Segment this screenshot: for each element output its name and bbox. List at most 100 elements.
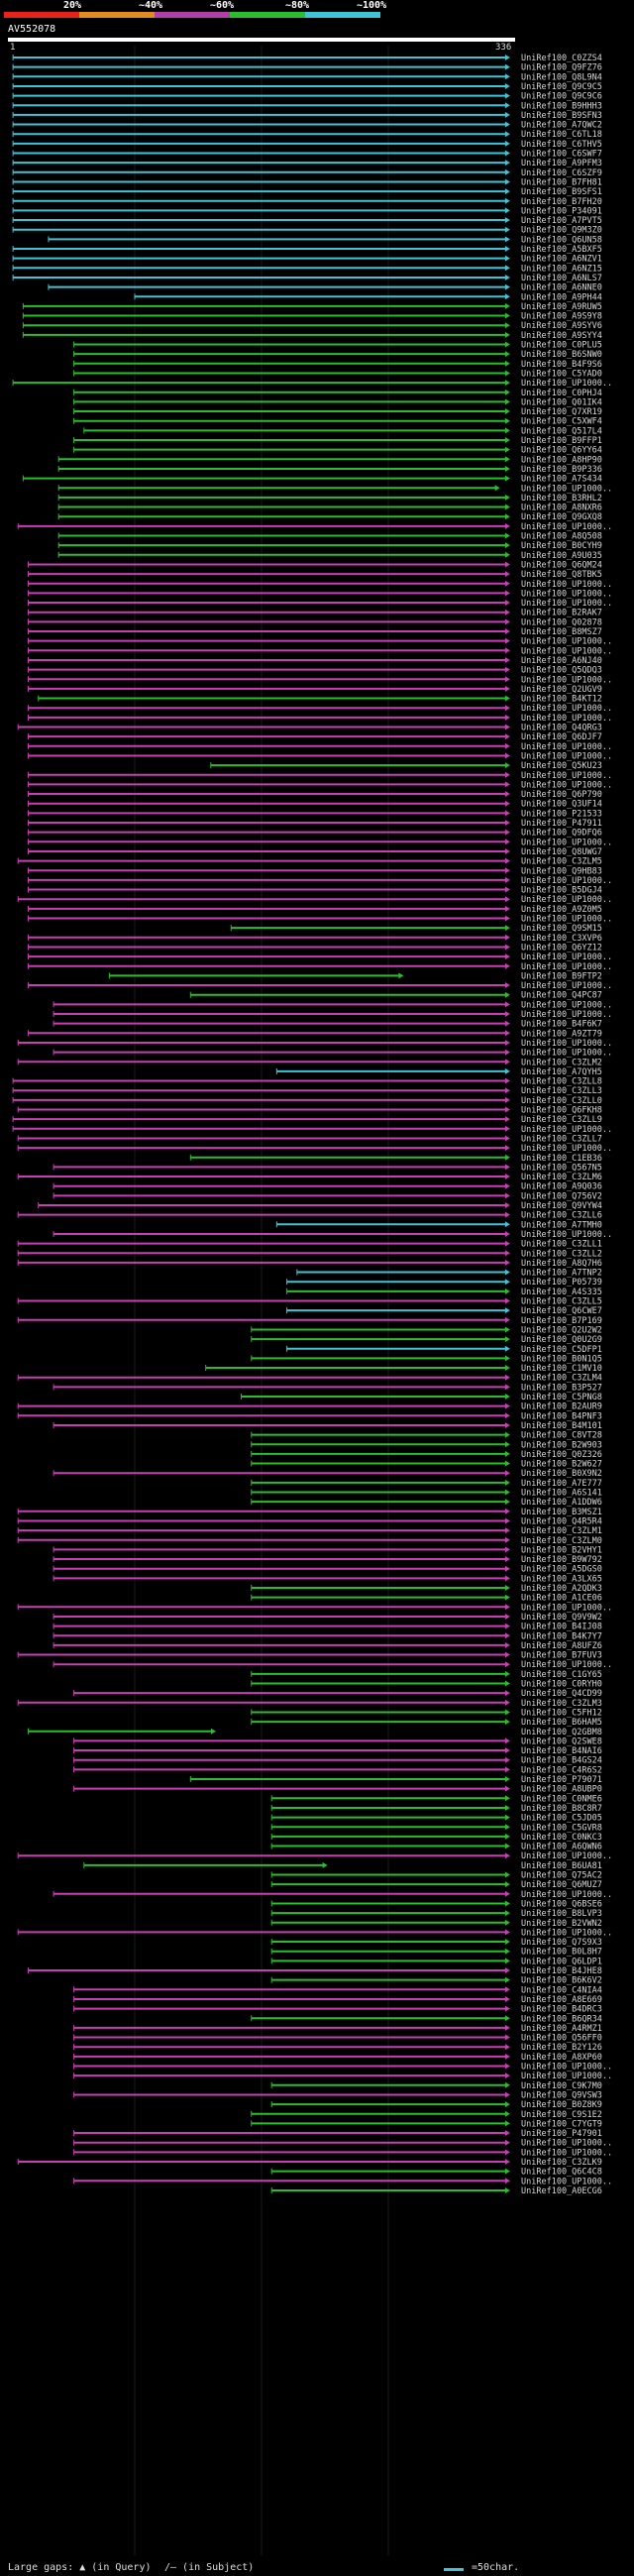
hit-row[interactable]: UniRef100_P47901 (73, 2129, 602, 2139)
hit-row[interactable]: UniRef100_A7QYH5 (275, 1067, 602, 1077)
hit-row[interactable]: UniRef100_Q6LDP1 (270, 1957, 602, 1966)
hit-label[interactable]: UniRef100_A8Q508 (521, 532, 602, 542)
hit-row[interactable]: UniRef100_A8HP90 (57, 455, 602, 465)
hit-row[interactable]: UniRef100_Q0U2G9 (251, 1335, 602, 1345)
hit-row[interactable]: UniRef100_B2VWN2 (270, 1919, 602, 1929)
hit-row[interactable]: UniRef100_UP1000.. (17, 1039, 612, 1049)
hit-label[interactable]: UniRef100_C3ZLM6 (521, 1173, 602, 1182)
hit-label[interactable]: UniRef100_Q9V9W2 (521, 1613, 602, 1623)
hit-label[interactable]: UniRef100_C6SWF7 (521, 150, 602, 160)
hit-row[interactable]: UniRef100_B6QR34 (251, 2014, 602, 2024)
hit-row[interactable]: UniRef100_A5BXF5 (12, 245, 602, 255)
hit-row[interactable]: UniRef100_UP1000.. (73, 2177, 613, 2186)
hit-row[interactable]: UniRef100_B9HHH3 (12, 101, 602, 111)
hit-row[interactable]: UniRef100_A7E777 (251, 1479, 602, 1489)
hit-label[interactable]: UniRef100_C5PNG8 (521, 1393, 602, 1402)
hit-row[interactable]: UniRef100_Q6UN58 (48, 235, 602, 245)
hit-row[interactable]: UniRef100_A9PFM3 (12, 159, 602, 168)
hit-label[interactable]: UniRef100_B7FH20 (521, 197, 602, 207)
hit-row[interactable]: UniRef100_Q6DJF7 (27, 732, 602, 742)
hit-label[interactable]: UniRef100_A1DDW6 (521, 1498, 602, 1508)
hit-label[interactable]: UniRef100_A7S434 (521, 475, 602, 485)
hit-row[interactable]: UniRef100_B9W792 (53, 1555, 602, 1565)
hit-label[interactable]: UniRef100_Q9VYW4 (521, 1201, 602, 1211)
hit-row[interactable]: UniRef100_UP1000.. (73, 2072, 613, 2081)
hit-row[interactable]: UniRef100_B9P336 (57, 465, 602, 475)
hit-label[interactable]: UniRef100_C9S1E2 (521, 2110, 602, 2120)
hit-label[interactable]: UniRef100_A8NXR6 (521, 504, 602, 513)
hit-row[interactable]: UniRef100_B4GS24 (73, 1756, 602, 1766)
hit-label[interactable]: UniRef100_A9SYY4 (521, 331, 602, 341)
hit-row[interactable]: UniRef100_C5GVR8 (270, 1823, 602, 1833)
hit-label[interactable]: UniRef100_C0PHJ4 (521, 389, 602, 398)
hit-row[interactable]: UniRef100_Q756V2 (53, 1191, 602, 1201)
hit-row[interactable]: UniRef100_B0CYH9 (57, 541, 602, 551)
hit-row[interactable]: UniRef100_B4K7Y7 (53, 1631, 602, 1641)
hit-label[interactable]: UniRef100_Q2SWE8 (521, 1736, 602, 1746)
hit-label[interactable]: UniRef100_B7FUV3 (521, 1651, 602, 1661)
hit-row[interactable]: UniRef100_Q6MUZ7 (270, 1880, 602, 1890)
hit-label[interactable]: UniRef100_C0RYH0 (521, 1680, 602, 1690)
hit-row[interactable]: UniRef100_B4JHE8 (27, 1966, 602, 1976)
hit-label[interactable]: UniRef100_C3ZLM2 (521, 1058, 602, 1067)
hit-row[interactable]: UniRef100_Q75AC2 (270, 1871, 602, 1881)
hit-label[interactable]: UniRef100_UP1000.. (521, 2072, 612, 2081)
hit-label[interactable]: UniRef100_Q6FKH8 (521, 1106, 602, 1116)
hit-row[interactable]: UniRef100_B4F6K7 (53, 1020, 602, 1030)
hit-label[interactable]: UniRef100_B4PNF3 (521, 1411, 602, 1421)
hit-label[interactable]: UniRef100_Q6LDP1 (521, 1957, 602, 1966)
hit-row[interactable]: UniRef100_A7TNP2 (296, 1269, 602, 1279)
hit-row[interactable]: UniRef100_B9SFS1 (12, 187, 602, 197)
hit-label[interactable]: UniRef100_B8LVP3 (521, 1909, 602, 1919)
hit-label[interactable]: UniRef100_B9SFS1 (521, 187, 602, 197)
hit-row[interactable]: UniRef100_C3ZLL8 (12, 1077, 602, 1087)
hit-label[interactable]: UniRef100_A9Z0M5 (521, 905, 602, 915)
hit-label[interactable]: UniRef100_B9FFP1 (521, 436, 602, 446)
hit-label[interactable]: UniRef100_UP1000.. (521, 981, 612, 991)
hit-row[interactable]: UniRef100_P21533 (27, 809, 602, 819)
hit-row[interactable]: UniRef100_UP1000.. (53, 1049, 612, 1059)
hit-label[interactable]: UniRef100_P79071 (521, 1775, 602, 1785)
hit-label[interactable]: UniRef100_C1EB36 (521, 1154, 602, 1164)
hit-label[interactable]: UniRef100_B2RAK7 (521, 609, 602, 618)
hit-label[interactable]: UniRef100_Q6P790 (521, 790, 602, 800)
hit-row[interactable]: UniRef100_B6UA81 (83, 1861, 602, 1871)
hit-label[interactable]: UniRef100_B5DGJ4 (521, 886, 602, 896)
hit-row[interactable]: UniRef100_B5DGJ4 (27, 886, 602, 896)
hit-row[interactable]: UniRef100_B0Z8K9 (270, 2100, 602, 2110)
hit-row[interactable]: UniRef100_B4NAI6 (73, 1746, 602, 1756)
hit-row[interactable]: UniRef100_B2W627 (251, 1460, 602, 1470)
hit-row[interactable]: UniRef100_B2Y126 (73, 2043, 602, 2053)
hit-row[interactable]: UniRef100_C3ZLM6 (17, 1173, 602, 1182)
hit-label[interactable]: UniRef100_UP1000.. (521, 1039, 612, 1049)
hit-row[interactable]: UniRef100_C4NIA4 (73, 1985, 602, 1995)
hit-label[interactable]: UniRef100_B0Z8K9 (521, 2100, 602, 2110)
hit-row[interactable]: UniRef100_C5YAD0 (73, 369, 602, 379)
hit-label[interactable]: UniRef100_B6K6V2 (521, 1976, 602, 1986)
hit-label[interactable]: UniRef100_A1CE06 (521, 1594, 602, 1604)
hit-label[interactable]: UniRef100_C0NKC3 (521, 1833, 602, 1843)
hit-row[interactable]: UniRef100_A8Q7H6 (17, 1259, 602, 1269)
hit-label[interactable]: UniRef100_Q6YY64 (521, 446, 602, 456)
hit-row[interactable]: UniRef100_UP1000.. (27, 704, 612, 714)
hit-label[interactable]: UniRef100_C6THV5 (521, 140, 602, 150)
hit-label[interactable]: UniRef100_C3ZLL9 (521, 1115, 602, 1125)
hit-label[interactable]: UniRef100_UP1000.. (521, 2139, 612, 2149)
hit-row[interactable]: UniRef100_UP1000.. (53, 1000, 612, 1010)
hit-label[interactable]: UniRef100_UP1000.. (521, 751, 612, 761)
hit-label[interactable]: UniRef100_A8XP60 (521, 2053, 602, 2063)
hit-label[interactable]: UniRef100_A8UBP0 (521, 1785, 602, 1795)
hit-row[interactable]: UniRef100_A1CE06 (251, 1594, 602, 1604)
hit-label[interactable]: UniRef100_Q3UF14 (521, 800, 602, 810)
hit-label[interactable]: UniRef100_UP1000.. (521, 704, 612, 714)
hit-row[interactable]: UniRef100_UP1000.. (27, 637, 612, 647)
hit-label[interactable]: UniRef100_Q9VSW3 (521, 2090, 602, 2100)
hit-row[interactable]: UniRef100_UP1000.. (53, 1660, 612, 1670)
hit-row[interactable]: UniRef100_C3ZLL1 (17, 1240, 602, 1250)
hit-row[interactable]: UniRef100_A6NJ40 (27, 656, 602, 666)
hit-row[interactable]: UniRef100_Q9C9C5 (12, 82, 602, 92)
hit-row[interactable]: UniRef100_C3ZLL6 (17, 1211, 602, 1221)
hit-row[interactable]: UniRef100_A6NLS7 (12, 274, 602, 283)
hit-row[interactable]: UniRef100_A0ECG6 (270, 2186, 602, 2196)
hit-label[interactable]: UniRef100_Q2U2W2 (521, 1325, 602, 1335)
